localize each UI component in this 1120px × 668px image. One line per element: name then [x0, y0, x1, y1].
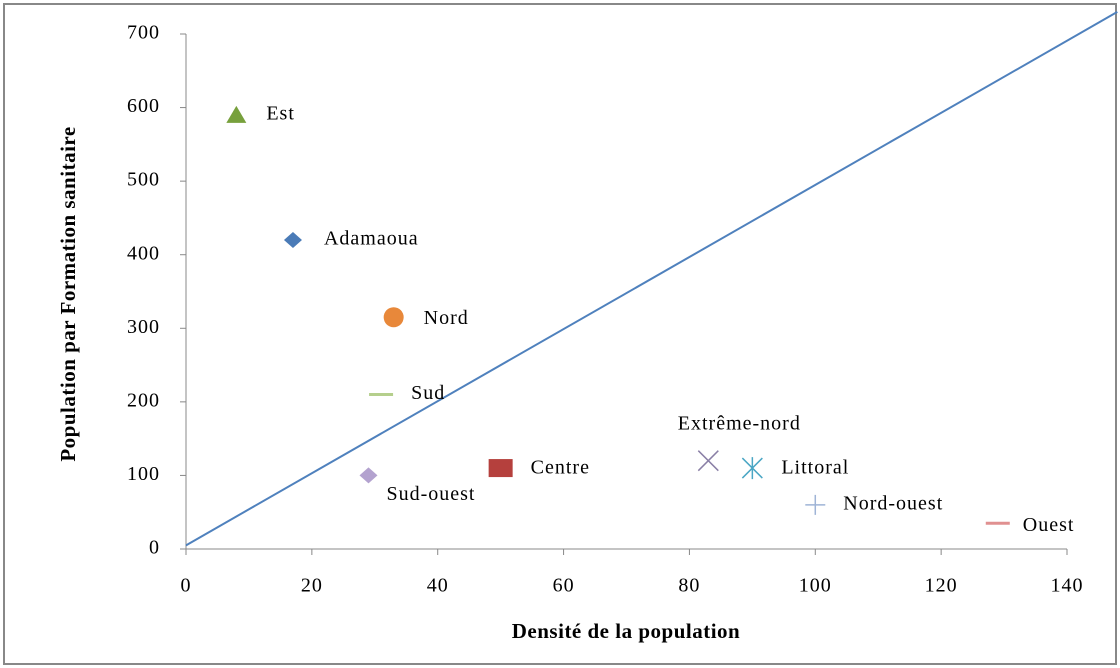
y-tick-label: 400 [127, 242, 160, 264]
point-label: Extrême-nord [678, 412, 801, 434]
point-marker [805, 494, 826, 515]
y-tick-label: 600 [127, 95, 160, 117]
point-marker [741, 457, 763, 480]
y-tick-label: 700 [127, 22, 160, 44]
point-label: Est [266, 103, 295, 125]
chart-border [3, 3, 1117, 665]
x-tick-label: 80 [678, 575, 700, 597]
y-axis-title: Population par Formation sanitaire [56, 126, 80, 461]
point-marker [383, 307, 404, 328]
point-marker [488, 459, 513, 478]
y-tick-label: 0 [149, 537, 160, 559]
x-tick-label: 100 [799, 575, 832, 597]
point-label: Sud-ouest [386, 483, 475, 505]
point-label: Littoral [781, 457, 849, 479]
y-tick-label: 200 [127, 389, 160, 411]
point-label: Adamaoua [324, 228, 419, 250]
point-marker [283, 232, 302, 248]
point-label: Sud [411, 382, 445, 404]
y-tick-label: 300 [127, 316, 160, 338]
point-label: Ouest [1023, 514, 1075, 536]
x-tick-label: 140 [1051, 575, 1084, 597]
y-tick-label: 100 [127, 463, 160, 485]
point-marker [359, 467, 378, 484]
x-tick-label: 40 [427, 575, 449, 597]
point-marker [697, 450, 719, 472]
point-label: Centre [531, 457, 590, 479]
point-label: Nord [424, 307, 469, 329]
x-tick-label: 20 [301, 575, 323, 597]
x-tick-label: 0 [181, 575, 192, 597]
x-tick-label: 60 [553, 575, 575, 597]
x-axis-title: Densité de la population [512, 619, 740, 643]
point-label: Nord-ouest [843, 492, 943, 514]
y-tick-label: 500 [127, 169, 160, 191]
trend-line [185, 11, 1118, 547]
x-tick-label: 120 [925, 575, 958, 597]
point-marker [226, 105, 247, 123]
